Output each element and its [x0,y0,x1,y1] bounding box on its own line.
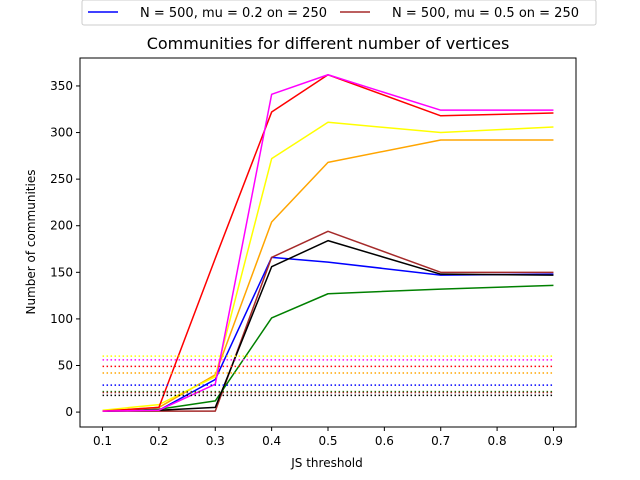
x-axis-label: JS threshold [290,456,362,470]
legend-frame [81,0,597,26]
x-tick-label: 0.5 [318,434,337,448]
y-tick-label: 350 [50,79,73,93]
y-tick-label: 250 [50,172,73,186]
y-axis-label: Number of communities [24,170,38,315]
series-line-8 [102,74,554,412]
series-line-5 [102,139,554,412]
x-tick-label: 0.9 [544,434,563,448]
y-tick-label: 50 [58,359,73,373]
legend-label-series-2: N = 500, mu = 0.5 on = 250 [392,6,579,21]
x-tick-label: 0.3 [206,434,225,448]
legend-label-series-1: N = 500, mu = 0.2 on = 250 [140,6,327,21]
plot-frame [79,57,577,428]
series-line-3 [102,284,554,412]
y-tick-label: 200 [50,219,73,233]
x-tick-label: 0.4 [262,434,281,448]
x-tick-label: 0.2 [149,434,168,448]
x-tick-label: 0.6 [375,434,394,448]
chart-title: Communities for different number of vert… [147,34,510,53]
x-tick-label: 0.8 [488,434,507,448]
series-line-2 [102,230,554,412]
series-layer [102,74,554,412]
legend: N = 500, mu = 0.2 on = 250 N = 500, mu =… [81,0,597,26]
x-tick-label: 0.7 [431,434,450,448]
y-tick-label: 100 [50,312,73,326]
y-tick-label: 150 [50,265,73,279]
axes-layer: 0.1 0.2 0.3 0.4 0.5 0.6 0.7 0.8 0.9 0 50 100 150 200 2… [50,79,563,448]
series-line-7 [102,74,554,412]
y-tick-label: 300 [50,126,73,140]
y-tick-label: 0 [65,405,73,419]
x-tick-label: 0.1 [93,434,112,448]
series-line-6 [102,121,554,411]
series-line-1 [102,256,554,411]
